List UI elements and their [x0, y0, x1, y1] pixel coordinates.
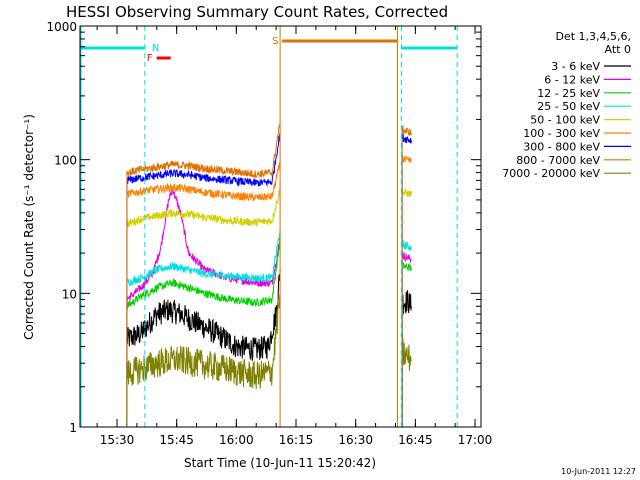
series-1-segment-1	[401, 251, 412, 264]
series-3-segment-0	[126, 229, 281, 287]
legend-header-line2: Att 0	[605, 43, 631, 56]
series-7-segment-1	[401, 124, 412, 136]
flag-label-N-0: N	[152, 43, 159, 54]
x-tick-label-6: 17:00	[458, 433, 493, 447]
x-tick-label-3: 16:15	[279, 433, 314, 447]
x-tick-label-0: 15:30	[100, 433, 135, 447]
flags-layer: NF S	[80, 36, 458, 64]
plot-frame	[79, 25, 482, 428]
x-tick-label-1: 15:45	[159, 433, 194, 447]
legend-header-line1: Det 1,3,4,5,6,	[555, 30, 631, 43]
series-3-segment-1	[401, 237, 412, 251]
flag-label-F-2: F	[147, 53, 153, 64]
chart-title: HESSI Observing Summary Count Rates, Cor…	[66, 3, 448, 21]
legend-label-2: 12 - 25 keV	[537, 87, 600, 100]
x-axis-label: Start Time (10-Jun-11 15:20:42)	[184, 456, 376, 470]
legend-label-8: 7000 - 20000 keV	[502, 167, 600, 180]
series-8-segment-1	[401, 332, 412, 372]
legend-label-1: 6 - 12 keV	[544, 73, 600, 86]
series-8-segment-0	[126, 293, 281, 390]
series-0-segment-0	[126, 269, 281, 361]
legend-label-5: 100 - 300 keV	[523, 127, 600, 140]
series-6-segment-1	[401, 133, 412, 144]
x-tick-label-4: 16:30	[338, 433, 373, 447]
series-1-segment-0	[126, 188, 281, 303]
x-axis-ticks: 15:30 15:45 16:00 16:15 16:30 16:45 17:00	[96, 26, 493, 447]
y-tick-label-0: 1	[69, 421, 77, 435]
x-tick-label-5: 16:45	[398, 433, 433, 447]
series-0-segment-1	[401, 290, 412, 315]
series-4-segment-1	[401, 187, 412, 198]
flag-label-S-3: S	[272, 36, 278, 47]
legend-label-7: 800 - 7000 keV	[516, 154, 600, 167]
y-tick-label-3: 1000	[46, 20, 77, 34]
markers-layer	[80, 26, 458, 427]
timestamp: 10-Jun-2011 12:27	[561, 467, 636, 476]
series-4-segment-0	[126, 186, 281, 228]
y-axis-label: Corrected Count Rate (s⁻¹ detector⁻¹)	[22, 114, 36, 340]
legend-label-3: 25 - 50 keV	[537, 100, 600, 113]
series-5-segment-0	[126, 162, 281, 202]
series-6-segment-0	[126, 132, 281, 188]
series-2-segment-0	[126, 238, 281, 310]
y-tick-label-1: 10	[62, 287, 77, 301]
series-2-segment-1	[401, 261, 412, 272]
legend-label-0: 3 - 6 keV	[551, 60, 600, 73]
x-tick-label-2: 16:00	[219, 433, 254, 447]
y-axis-ticks: 1 10 100 1000	[46, 20, 481, 435]
series-layer	[126, 122, 412, 427]
series-5-segment-1	[401, 155, 412, 164]
legend-label-6: 300 - 800 keV	[523, 140, 600, 153]
y-tick-label-2: 100	[54, 154, 77, 168]
series-7-segment-0	[126, 122, 281, 179]
legend-label-4: 50 - 100 keV	[530, 114, 600, 127]
